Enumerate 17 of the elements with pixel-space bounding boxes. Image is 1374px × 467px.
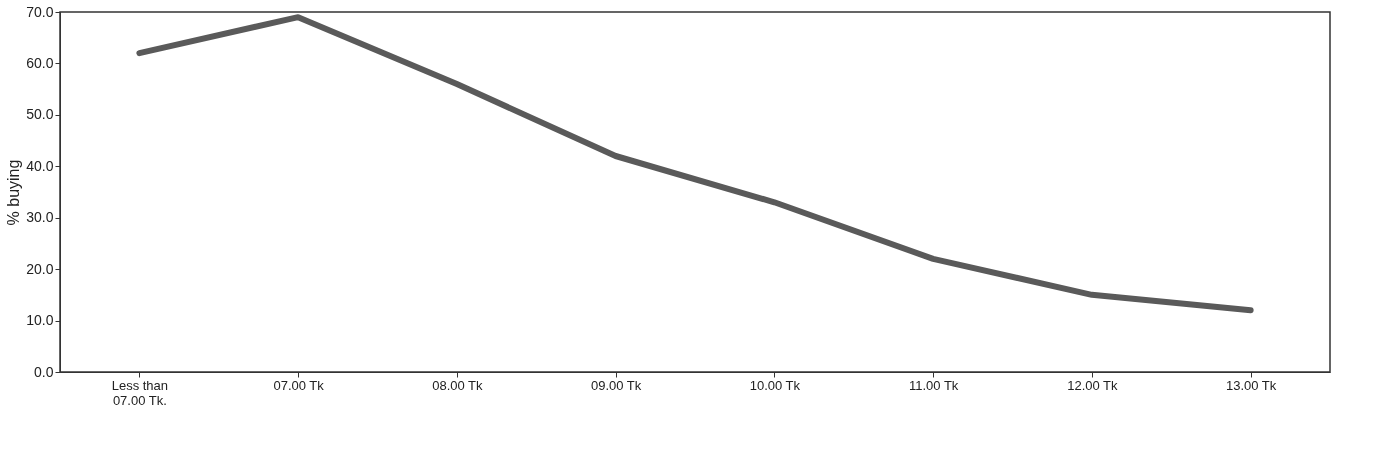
y-tick-label: 30.0 [26, 209, 54, 226]
x-tick-label: 12.00 Tk [1067, 377, 1119, 393]
y-tick-label: 10.0 [26, 312, 54, 329]
x-tick-label: Less than 07.00 Tk. [111, 377, 169, 408]
y-tick-label: 70.0 [26, 3, 54, 20]
x-tick-label: 07.00 Tk [273, 377, 325, 393]
y-axis-title: % buying [5, 159, 23, 226]
x-tick-label: 08.00 Tk [432, 377, 484, 393]
y-tick-label: 0.0 [34, 363, 54, 380]
y-tick-label: 20.0 [26, 260, 54, 277]
y-tick-label: 50.0 [26, 106, 54, 123]
x-tick-label: 09.00 Tk [590, 377, 642, 393]
x-tick-label: 11.00 Tk [908, 377, 959, 393]
y-tick-label: 40.0 [26, 157, 54, 174]
y-tick-label: 60.0 [26, 54, 54, 71]
x-tick-label: 13.00 Tk [1225, 377, 1277, 393]
x-tick-label: 10.00 Tk [749, 377, 801, 393]
